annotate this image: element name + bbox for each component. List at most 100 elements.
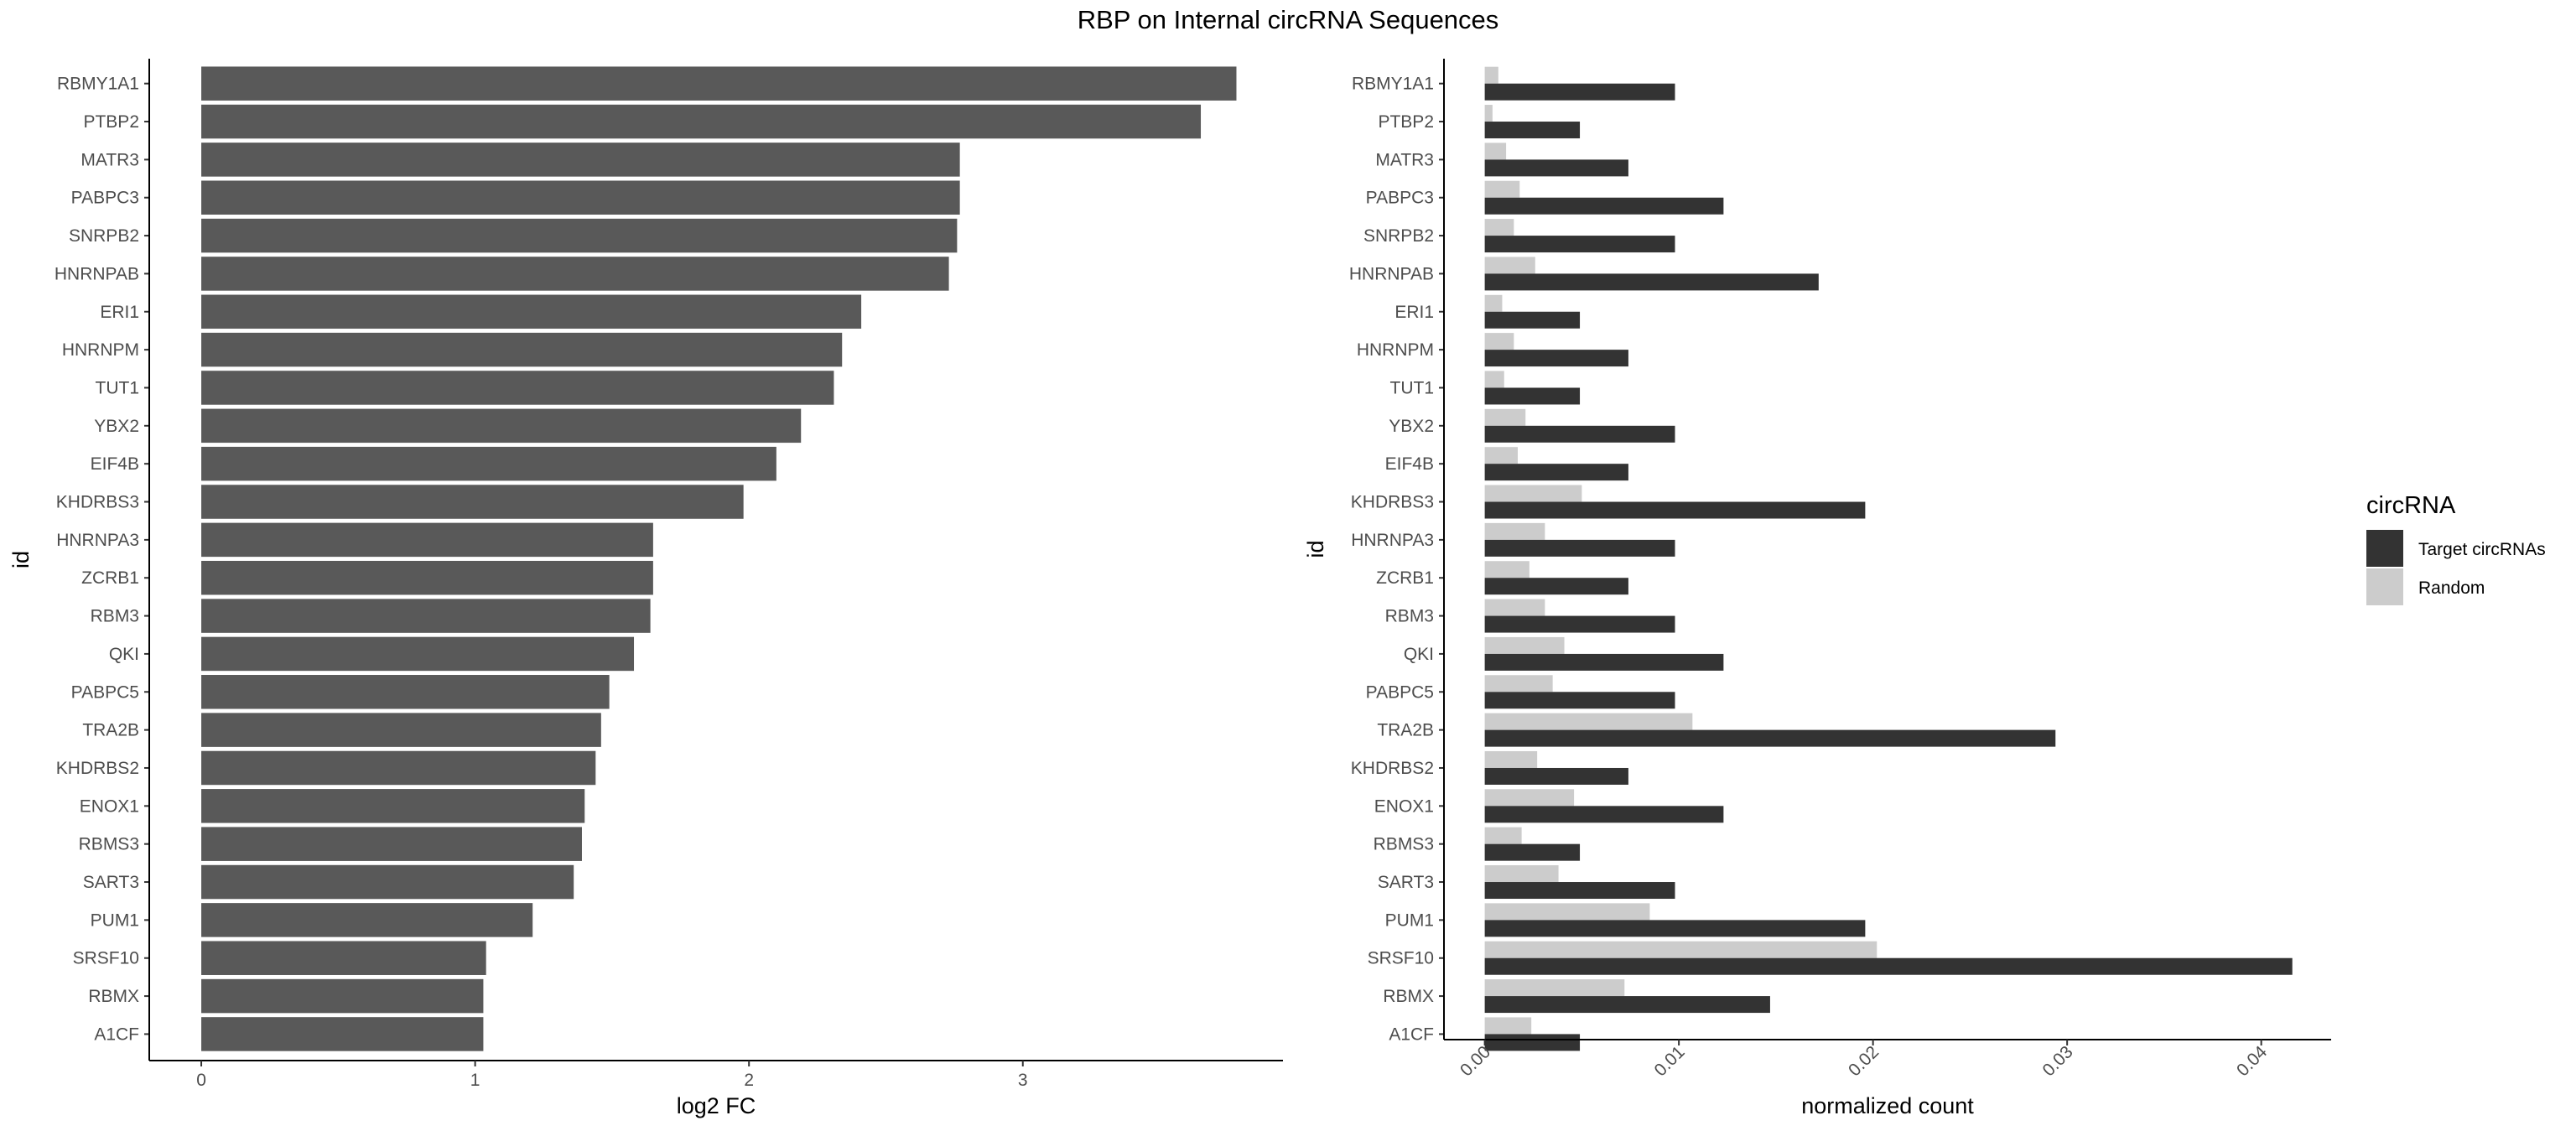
y-tick-label: ERI1 <box>1394 303 1434 322</box>
x-axis-title: log2 FC <box>677 1093 756 1118</box>
y-tick-label: SRSF10 <box>73 949 139 968</box>
y-tick-label: ERI1 <box>100 303 139 322</box>
legend-key-random <box>2366 568 2403 605</box>
bar-rbms3-random <box>1484 827 1522 844</box>
bar-rbmx-random <box>1484 979 1625 997</box>
y-tick-label: MATR3 <box>1375 150 1434 169</box>
bar-enox1-target-circrnas <box>1484 806 1724 823</box>
x-tick-label: 3 <box>1018 1071 1028 1090</box>
y-tick-label: PUM1 <box>1385 911 1434 930</box>
bar-ybx2-random <box>1484 408 1526 426</box>
bar-hnrnpa3 <box>201 522 653 558</box>
bar-matr3 <box>201 143 960 177</box>
log2fc-panel: RBMY1A1 PTBP2 MATR3 PABPC3 SNRPB2 HNRNPAB ERI1… <box>8 59 1283 1118</box>
bar-srsf10-target-circrnas <box>1484 957 2293 975</box>
bar-eri1 <box>201 294 862 329</box>
y-tick-label: PTBP2 <box>83 112 139 132</box>
bar-rbmy1a1 <box>201 66 1237 101</box>
bar-ptbp2-random <box>1484 105 1493 122</box>
bar-pabpc3 <box>201 180 960 215</box>
x-tick-label: 0 <box>196 1071 206 1090</box>
y-tick-label: RBMY1A1 <box>57 75 139 94</box>
bar-qki-random <box>1484 636 1565 654</box>
bar-matr3-target-circrnas <box>1484 159 1628 177</box>
bar-pum1-target-circrnas <box>1484 920 1866 937</box>
bar-eif4b <box>201 446 776 481</box>
bar-khdrbs3 <box>201 485 744 519</box>
bar-eif4b-target-circrnas <box>1484 464 1628 481</box>
bar-tut1-target-circrnas <box>1484 387 1581 405</box>
y-tick-label: HNRNPAB <box>55 264 139 283</box>
bar-rbmy1a1-target-circrnas <box>1484 83 1675 101</box>
legend-key-target <box>2366 530 2403 567</box>
bar-pum1 <box>201 903 533 937</box>
x-tick-label: 0.01 <box>1650 1042 1688 1080</box>
y-tick-label: KHDRBS2 <box>1351 759 1434 778</box>
bar-ptbp2-target-circrnas <box>1484 122 1581 139</box>
bar-hnrnpab <box>201 257 949 291</box>
legend-label-target: Target circRNAs <box>2418 540 2546 559</box>
y-tick-label: EIF4B <box>1385 454 1434 474</box>
y-tick-label: PABPC3 <box>1366 189 1434 208</box>
y-tick-label: ENOX1 <box>80 796 139 816</box>
bar-hnrnpab-random <box>1484 257 1535 274</box>
bar-rbms3 <box>201 827 582 861</box>
bar-rbmx <box>201 978 484 1014</box>
y-tick-label: RBMS3 <box>79 835 139 854</box>
bar-ybx2 <box>201 408 802 444</box>
y-tick-label: HNRNPA3 <box>1351 531 1434 550</box>
bar-ybx2-target-circrnas <box>1484 425 1675 443</box>
y-tick-label: HNRNPAB <box>1349 264 1434 283</box>
y-tick-label: PABPC3 <box>71 189 139 208</box>
y-tick-label: SNRPB2 <box>69 226 139 246</box>
y-tick-label: SRSF10 <box>1368 949 1434 968</box>
bar-matr3-random <box>1484 143 1507 160</box>
x-tick-label: 0.02 <box>1845 1042 1883 1080</box>
bar-rbm3-target-circrnas <box>1484 615 1675 633</box>
bar-rbm3 <box>201 599 651 633</box>
bar-hnrnpab-target-circrnas <box>1484 273 1819 291</box>
y-tick-label: YBX2 <box>1389 417 1434 436</box>
bar-qki-target-circrnas <box>1484 653 1724 671</box>
y-tick-label: KHDRBS2 <box>56 759 139 778</box>
y-tick-label: YBX2 <box>94 417 139 436</box>
bar-hnrnpa3-random <box>1484 522 1545 540</box>
y-tick-label: MATR3 <box>80 150 139 169</box>
y-tick-label: SNRPB2 <box>1363 226 1434 246</box>
bar-snrpb2-target-circrnas <box>1484 236 1675 253</box>
x-tick-label: 1 <box>470 1071 480 1090</box>
bar-pabpc5-target-circrnas <box>1484 692 1675 709</box>
y-tick-label: ENOX1 <box>1374 796 1434 816</box>
bar-a1cf-random <box>1484 1017 1532 1035</box>
legend-title: circRNA <box>2366 492 2456 519</box>
bar-khdrbs2-random <box>1484 750 1538 768</box>
y-tick-label: RBMS3 <box>1374 835 1434 854</box>
y-tick-label: RBMY1A1 <box>1352 75 1434 94</box>
bar-ptbp2 <box>201 104 1202 139</box>
bar-snrpb2 <box>201 218 958 253</box>
x-tick-label: 0.04 <box>2233 1042 2271 1080</box>
bar-rbms3-target-circrnas <box>1484 843 1581 861</box>
bar-qki <box>201 636 635 672</box>
bar-eri1-target-circrnas <box>1484 311 1581 329</box>
bar-tut1 <box>201 371 834 405</box>
bar-srsf10 <box>201 941 486 975</box>
bar-pabpc3-target-circrnas <box>1484 197 1724 215</box>
y-axis-title: id <box>8 551 34 568</box>
bar-hnrnpm-random <box>1484 333 1514 350</box>
y-tick-label: RBM3 <box>1385 607 1434 626</box>
bar-pum1-random <box>1484 903 1650 921</box>
bar-sart3-random <box>1484 865 1559 883</box>
bar-hnrnpa3-target-circrnas <box>1484 539 1675 557</box>
y-tick-label: PTBP2 <box>1378 112 1434 132</box>
bar-pabpc3-random <box>1484 180 1520 198</box>
x-axis-title: normalized count <box>1801 1093 1974 1118</box>
y-tick-label: KHDRBS3 <box>1351 493 1434 512</box>
bar-tra2b-target-circrnas <box>1484 729 2056 747</box>
bar-khdrbs2 <box>201 750 596 786</box>
bar-hnrnpm <box>201 332 843 367</box>
y-tick-label: ZCRB1 <box>81 568 139 588</box>
bar-snrpb2-random <box>1484 219 1514 236</box>
